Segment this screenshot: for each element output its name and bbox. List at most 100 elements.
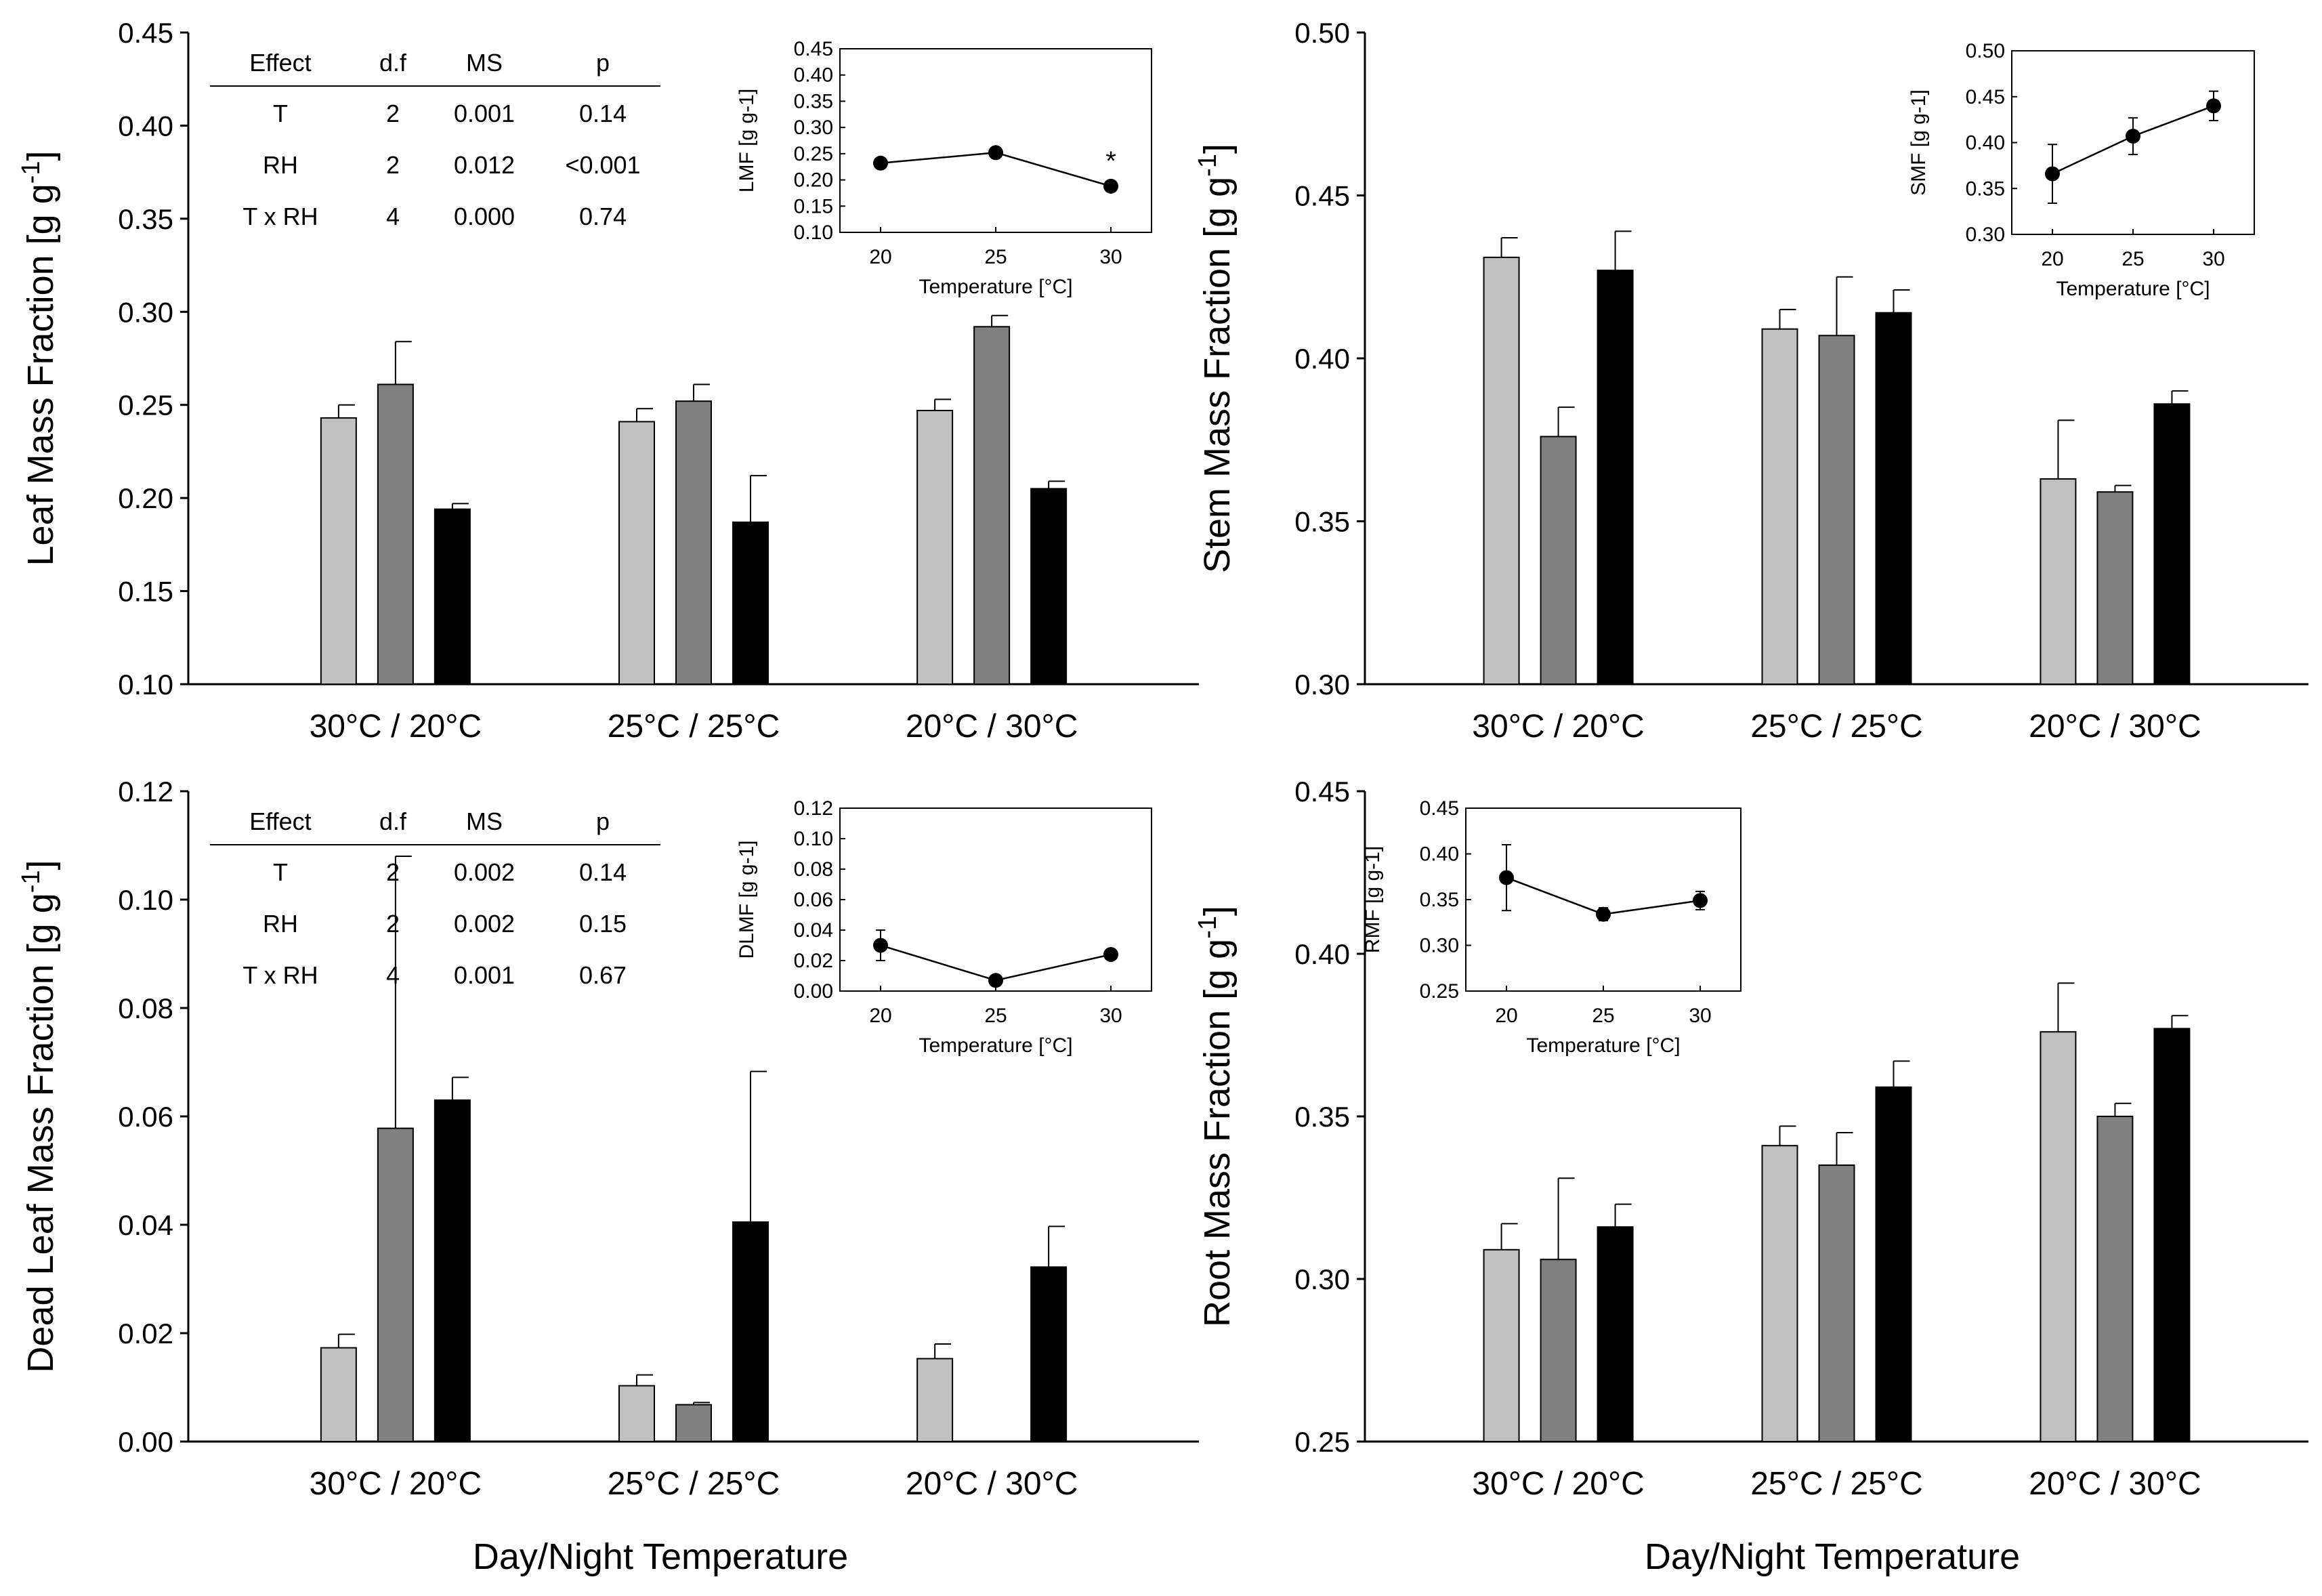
inset-x-tick-label: 20 xyxy=(1495,1005,1517,1027)
inset-x-tick-label: 20 xyxy=(869,246,891,268)
bar-dark xyxy=(732,1221,769,1442)
y-axis-label-superscript: -1 xyxy=(1194,916,1222,939)
bar-dark xyxy=(434,508,471,685)
inset-frame xyxy=(839,48,1152,233)
y-tick-label: 0.06 xyxy=(118,1101,173,1133)
stats-table-cell: 0.74 xyxy=(579,203,627,230)
y-tick-label: 0.00 xyxy=(118,1426,173,1458)
inset-chart: 0.10 0.15 0.20 0.25 0.30 0.35 0.40 0.45 20 25 30 Te… xyxy=(736,38,1152,298)
y-tick-label: 0.45 xyxy=(1294,180,1350,212)
category-label: 30°C / 20°C xyxy=(1472,709,1645,744)
inset-point xyxy=(873,155,888,171)
bar-medium xyxy=(2096,491,2134,686)
bar-medium xyxy=(675,1404,712,1443)
inset-point xyxy=(1103,947,1118,962)
bar-medium xyxy=(1540,436,1577,685)
bar-medium xyxy=(675,400,712,686)
inset-x-tick-label: 25 xyxy=(1592,1005,1614,1027)
y-tick-label: 0.35 xyxy=(118,203,173,235)
inset-y-tick-label: 0.20 xyxy=(794,169,833,192)
y-tick-label: 0.25 xyxy=(1294,1426,1350,1458)
inset-y-tick-label: 0.10 xyxy=(794,828,833,850)
bar-light xyxy=(320,417,357,685)
y-axis-label-end: ] xyxy=(20,860,61,870)
inset-chart: 0.00 0.02 0.04 0.06 0.08 0.10 0.12 20 25 30 Temper… xyxy=(736,797,1152,1057)
stats-table-cell: 2 xyxy=(386,858,400,886)
inset-frame xyxy=(839,807,1152,992)
y-tick-label: 0.35 xyxy=(1294,506,1350,538)
inset-x-tick-label: 25 xyxy=(984,1005,1007,1027)
y-tick-label: 0.02 xyxy=(118,1318,173,1349)
stats-table-cell: T x RH xyxy=(242,961,318,989)
bar-dark xyxy=(1030,1266,1068,1443)
inset-y-tick-label: 0.02 xyxy=(794,950,833,972)
bar-light xyxy=(618,421,655,685)
inset-x-tick-label: 30 xyxy=(1689,1005,1711,1027)
inset-annotation: * xyxy=(1105,146,1116,176)
stats-table-cell: T xyxy=(273,858,288,886)
inset-y-tick-label: 0.35 xyxy=(794,90,833,112)
inset-chart: 0.25 0.30 0.35 0.40 0.45 20 25 30 Temperature [°… xyxy=(1361,797,1742,1057)
bar-light xyxy=(2040,478,2077,685)
category-label: 30°C / 20°C xyxy=(310,709,482,744)
stats-table-header: p xyxy=(596,49,610,77)
y-tick-label: 0.20 xyxy=(118,482,173,514)
stats-table: Effect d.f MS p T 2 0.002 0.14 RH 2 0.002 0.15 T x R… xyxy=(210,807,660,989)
y-tick-label: 0.30 xyxy=(1294,1263,1350,1295)
bar-medium xyxy=(1818,335,1855,685)
stats-table-cell: 0.001 xyxy=(454,100,515,127)
bar-medium xyxy=(1540,1259,1577,1442)
stats-table-cell: 0.001 xyxy=(454,961,515,989)
inset-point xyxy=(1693,893,1708,908)
bar-dark xyxy=(732,521,769,685)
y-axis-label-end: ] xyxy=(1197,144,1238,154)
inset-y-tick-label: 0.00 xyxy=(794,980,833,1003)
chart-smf: 0.30 0.35 0.40 0.45 0.50 Stem Mass Fraction [… xyxy=(1194,17,2308,744)
stats-table-cell: 0.14 xyxy=(579,100,627,127)
bar-dark xyxy=(1875,1086,1912,1443)
category-label: 20°C / 30°C xyxy=(906,1466,1078,1502)
bar-medium xyxy=(2096,1116,2134,1442)
y-tick-label: 0.25 xyxy=(118,390,173,421)
y-tick-label: 0.04 xyxy=(118,1209,173,1241)
y-tick-label: 0.40 xyxy=(1294,343,1350,375)
inset-y-axis-label: DLMF [g g-1] xyxy=(736,840,758,959)
bar-dark xyxy=(1597,1226,1634,1442)
category-label: 25°C / 25°C xyxy=(1750,1466,1923,1502)
category-label: 20°C / 30°C xyxy=(2029,1466,2201,1502)
category-label: 25°C / 25°C xyxy=(608,709,780,744)
y-axis-label-main: Dead Leaf Mass Fraction [g g xyxy=(20,893,61,1372)
y-tick-label: 0.45 xyxy=(118,17,173,49)
inset-y-tick-label: 0.40 xyxy=(1966,132,2005,154)
y-tick-label: 0.40 xyxy=(118,110,173,142)
inset-x-tick-label: 20 xyxy=(2041,248,2063,270)
bar-light xyxy=(1761,328,1798,685)
stats-table-header: MS xyxy=(466,49,503,77)
inset-chart: 0.30 0.35 0.40 0.45 0.50 20 25 30 Temperature [°… xyxy=(1907,40,2255,300)
y-axis-label-superscript: -1 xyxy=(1194,154,1222,177)
y-axis-label: Leaf Mass Fraction [g g-1] xyxy=(17,150,61,566)
chart-dlmf: 0.00 0.02 0.04 0.06 0.08 0.10 0.12 Dead Leaf Ma… xyxy=(17,776,1199,1502)
inset-x-tick-label: 30 xyxy=(2202,248,2224,270)
stats-table-cell: 0.15 xyxy=(579,910,627,938)
stats-table-cell: 2 xyxy=(386,100,400,127)
stats-table-cell: 0.000 xyxy=(454,203,515,230)
bar-dark xyxy=(434,1099,471,1442)
inset-y-tick-label: 0.35 xyxy=(1966,177,2005,200)
chart-lmf: 0.10 0.15 0.20 0.25 0.30 0.35 0.40 0.45 Leaf Mas… xyxy=(17,17,1199,744)
category-label: 20°C / 30°C xyxy=(906,709,1078,744)
bar-light xyxy=(618,1385,655,1442)
stats-table-header: MS xyxy=(466,807,503,835)
bar-light xyxy=(1761,1145,1798,1442)
bar-light xyxy=(1483,1248,1520,1443)
inset-y-tick-label: 0.25 xyxy=(794,143,833,165)
stats-table-cell: 4 xyxy=(386,203,400,230)
inset-point xyxy=(2045,166,2060,182)
bar-light xyxy=(916,1358,954,1442)
y-tick-label: 0.10 xyxy=(118,669,173,700)
inset-y-tick-label: 0.50 xyxy=(1966,40,2005,62)
inset-y-tick-label: 0.45 xyxy=(1420,797,1459,820)
category-label: 30°C / 20°C xyxy=(1472,1466,1645,1502)
y-axis-label: Root Mass Fraction [g g-1] xyxy=(1194,906,1238,1327)
y-axis-label-main: Stem Mass Fraction [g g xyxy=(1197,177,1238,573)
